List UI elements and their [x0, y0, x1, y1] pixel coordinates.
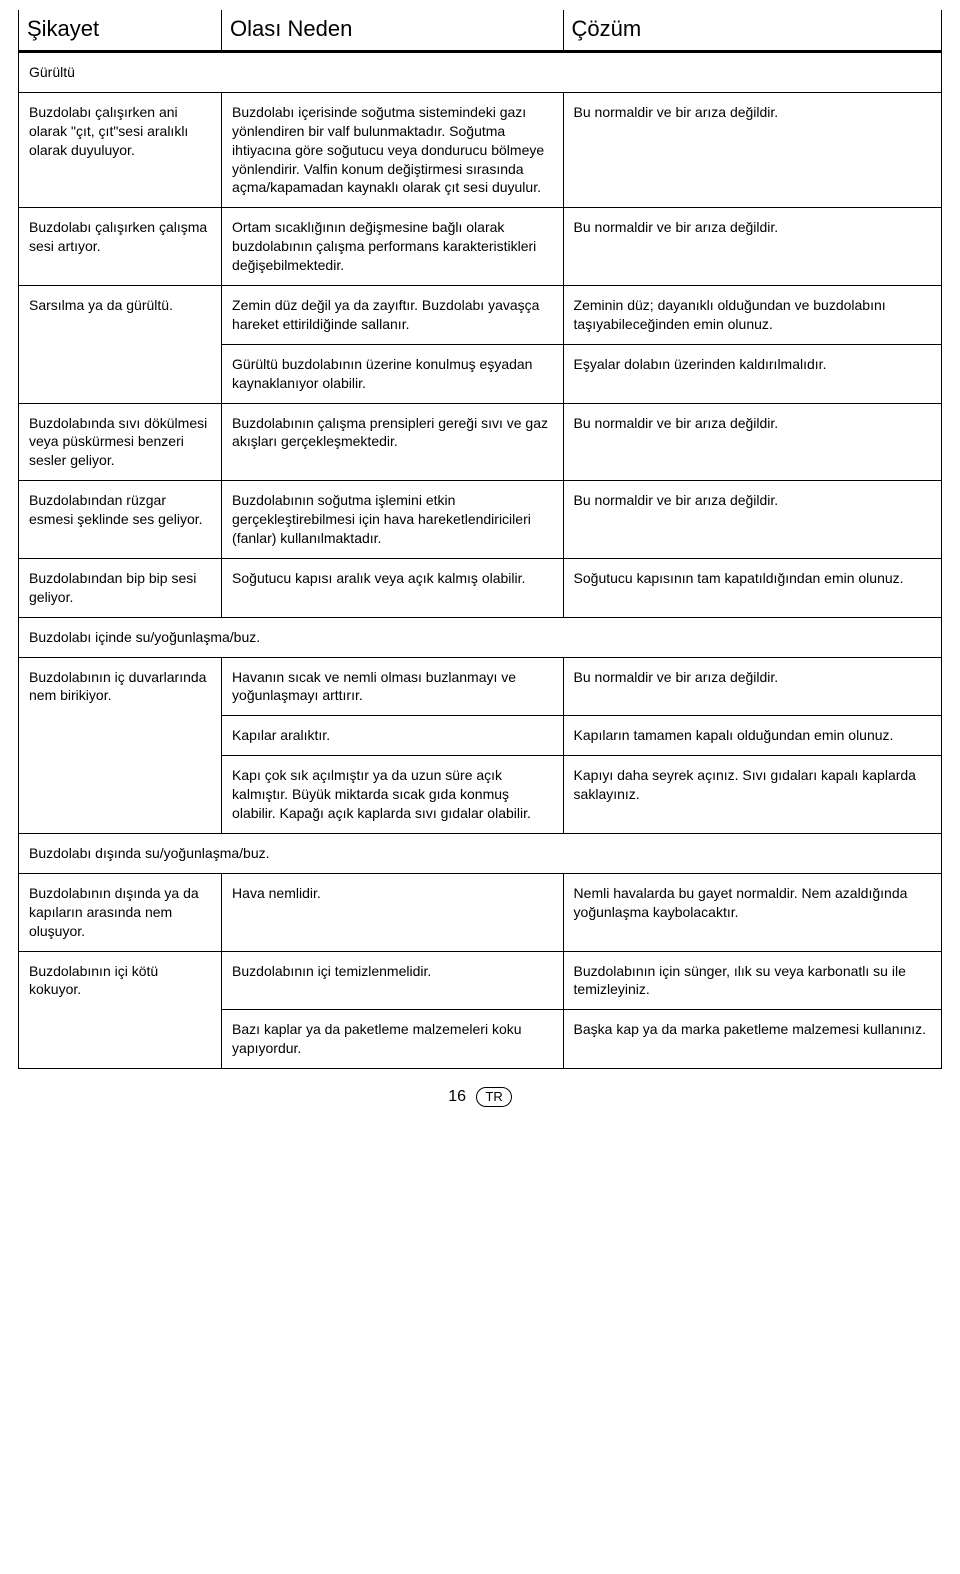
cell-cause: Ortam sıcaklığının değişmesine bağlı ola…: [222, 208, 564, 286]
cell-solution: Nemli havalarda bu gayet normaldir. Nem …: [563, 873, 941, 951]
page-footer: 16 TR: [18, 1087, 942, 1107]
cell-cause: Zemin düz değil ya da zayıftır. Buzdolab…: [222, 286, 564, 345]
troubleshooting-table: Şikayet Olası Neden Çözüm Gürültü Buzdol…: [18, 10, 942, 1069]
cell-cause: Soğutucu kapısı aralık veya açık kalmış …: [222, 558, 564, 617]
table-row: Buzdolabının iç duvarlarında nem birikiy…: [19, 657, 942, 716]
cell-complaint: Buzdolabı çalışırken çalışma sesi artıyo…: [19, 208, 222, 286]
section-cond-outside: Buzdolabı dışında su/yoğunlaşma/buz.: [19, 833, 942, 873]
cell-solution: Bu normaldir ve bir arıza değildir.: [563, 92, 941, 207]
cell-solution: Bu normaldir ve bir arıza değildir.: [563, 481, 941, 559]
cell-complaint: Buzdolabında sıvı dökülmesi veya püskürm…: [19, 403, 222, 481]
cell-complaint: Buzdolabı çalışırken ani olarak "çıt, çı…: [19, 92, 222, 207]
cell-solution: Kapıların tamamen kapalı olduğundan emin…: [563, 716, 941, 756]
cell-solution: Eşyalar dolabın üzerinden kaldırılmalıdı…: [563, 344, 941, 403]
col-cause: Olası Neden: [222, 10, 564, 52]
cell-complaint: Buzdolabından rüzgar esmesi şeklinde ses…: [19, 481, 222, 559]
cell-cause: Buzdolabı içerisinde soğutma sistemindek…: [222, 92, 564, 207]
cell-cause: Gürültü buzdolabının üzerine konulmuş eş…: [222, 344, 564, 403]
cell-cause: Kapılar aralıktır.: [222, 716, 564, 756]
table-row: Buzdolabı çalışırken çalışma sesi artıyo…: [19, 208, 942, 286]
col-complaint: Şikayet: [19, 10, 222, 52]
cell-complaint: Buzdolabının içi kötü kokuyor.: [19, 951, 222, 1069]
table-row: Buzdolabının içi kötü kokuyor. Buzdolabı…: [19, 951, 942, 1010]
cell-complaint: Buzdolabının dışında ya da kapıların ara…: [19, 873, 222, 951]
section-cond-inside: Buzdolabı içinde su/yoğunlaşma/buz.: [19, 617, 942, 657]
cell-cause: Bazı kaplar ya da paketleme malzemeleri …: [222, 1010, 564, 1069]
cell-solution: Soğutucu kapısının tam kapatıldığından e…: [563, 558, 941, 617]
section-row-cond-inside: Buzdolabı içinde su/yoğunlaşma/buz.: [19, 617, 942, 657]
cell-cause: Buzdolabının çalışma prensipleri gereği …: [222, 403, 564, 481]
table-row: Buzdolabından rüzgar esmesi şeklinde ses…: [19, 481, 942, 559]
cell-solution: Kapıyı daha seyrek açınız. Sıvı gıdaları…: [563, 756, 941, 834]
table-row: Sarsılma ya da gürültü. Zemin düz değil …: [19, 286, 942, 345]
cell-complaint: Buzdolabının iç duvarlarında nem birikiy…: [19, 657, 222, 833]
table-header-row: Şikayet Olası Neden Çözüm: [19, 10, 942, 52]
cell-solution: Buzdolabının için sünger, ılık su veya k…: [563, 951, 941, 1010]
cell-complaint: Sarsılma ya da gürültü.: [19, 286, 222, 404]
table-row: Buzdolabı çalışırken ani olarak "çıt, çı…: [19, 92, 942, 207]
cell-complaint: Buzdolabından bip bip sesi geliyor.: [19, 558, 222, 617]
cell-cause: Havanın sıcak ve nemli olması buzlanmayı…: [222, 657, 564, 716]
lang-badge: TR: [476, 1087, 511, 1107]
cell-solution: Bu normaldir ve bir arıza değildir.: [563, 657, 941, 716]
cell-cause: Buzdolabının soğutma işlemini etkin gerç…: [222, 481, 564, 559]
page-number: 16: [448, 1088, 466, 1105]
table-row: Buzdolabının dışında ya da kapıların ara…: [19, 873, 942, 951]
table-row: Buzdolabından bip bip sesi geliyor. Soğu…: [19, 558, 942, 617]
cell-cause: Hava nemlidir.: [222, 873, 564, 951]
cell-solution: Bu normaldir ve bir arıza değildir.: [563, 208, 941, 286]
cell-solution: Zeminin düz; dayanıklı olduğundan ve buz…: [563, 286, 941, 345]
col-solution: Çözüm: [563, 10, 941, 52]
section-row-noise: Gürültü: [19, 52, 942, 93]
section-row-cond-outside: Buzdolabı dışında su/yoğunlaşma/buz.: [19, 833, 942, 873]
cell-cause: Kapı çok sık açılmıştır ya da uzun süre …: [222, 756, 564, 834]
table-row: Buzdolabında sıvı dökülmesi veya püskürm…: [19, 403, 942, 481]
section-noise: Gürültü: [19, 52, 942, 93]
cell-solution: Bu normaldir ve bir arıza değildir.: [563, 403, 941, 481]
cell-cause: Buzdolabının içi temizlenmelidir.: [222, 951, 564, 1010]
cell-solution: Başka kap ya da marka paketleme malzemes…: [563, 1010, 941, 1069]
